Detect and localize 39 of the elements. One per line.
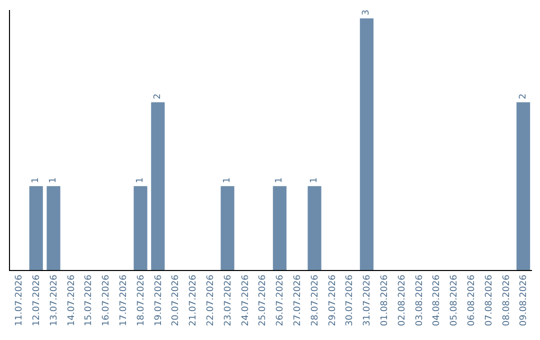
- data-label: 1: [222, 177, 232, 184]
- x-tick-label: 07.08.2026: [484, 274, 494, 326]
- x-tick-label: 17.07.2026: [119, 274, 130, 326]
- data-label: 1: [310, 177, 320, 184]
- x-tick-label: 27.07.2026: [293, 274, 304, 326]
- x-tick-label: 12.07.2026: [32, 274, 42, 326]
- x-tick-label: 04.08.2026: [432, 274, 442, 326]
- data-label: 1: [136, 177, 146, 184]
- x-tick-label: 08.08.2026: [502, 274, 512, 326]
- x-tick-label: 05.08.2026: [450, 274, 460, 326]
- x-tick-label: 16.07.2026: [102, 274, 112, 326]
- x-tick-label: 24.07.2026: [240, 274, 251, 326]
- data-label: 3: [362, 10, 372, 16]
- x-tick-label: 14.07.2026: [66, 274, 77, 326]
- data-label: 2: [152, 94, 163, 100]
- x-tick-label: 31.07.2026: [362, 274, 373, 326]
- x-tick-label: 30.07.2026: [345, 274, 356, 326]
- x-tick-label: 03.08.2026: [414, 274, 425, 326]
- x-tick-label: 20.07.2026: [171, 274, 182, 326]
- data-label: 1: [48, 177, 58, 184]
- x-tick-label: 15.07.2026: [84, 274, 94, 326]
- data-label: 1: [31, 177, 42, 184]
- x-tick-label: 02.08.2026: [397, 274, 408, 326]
- x-tick-label: 06.08.2026: [467, 274, 478, 326]
- x-tick-label: 01.08.2026: [380, 274, 390, 326]
- x-tick-label: 26.07.2026: [276, 274, 286, 326]
- x-tick-label: 23.07.2026: [223, 274, 234, 326]
- x-tick-label: 09.08.2026: [519, 274, 530, 326]
- x-tick-label: 25.07.2026: [258, 274, 268, 326]
- x-tick-label: 11.07.2026: [14, 274, 25, 326]
- data-label: 2: [518, 94, 528, 100]
- x-tick-label: 22.07.2026: [206, 274, 216, 326]
- x-tick-label: 29.07.2026: [328, 274, 338, 326]
- x-tick-label: 21.07.2026: [188, 274, 199, 326]
- x-tick-label: 28.07.2026: [310, 274, 320, 326]
- x-tick-label: 13.07.2026: [49, 274, 60, 326]
- x-tick-label: 19.07.2026: [154, 274, 164, 326]
- x-tick-label: 18.07.2026: [136, 274, 146, 326]
- data-label: 1: [274, 177, 285, 184]
